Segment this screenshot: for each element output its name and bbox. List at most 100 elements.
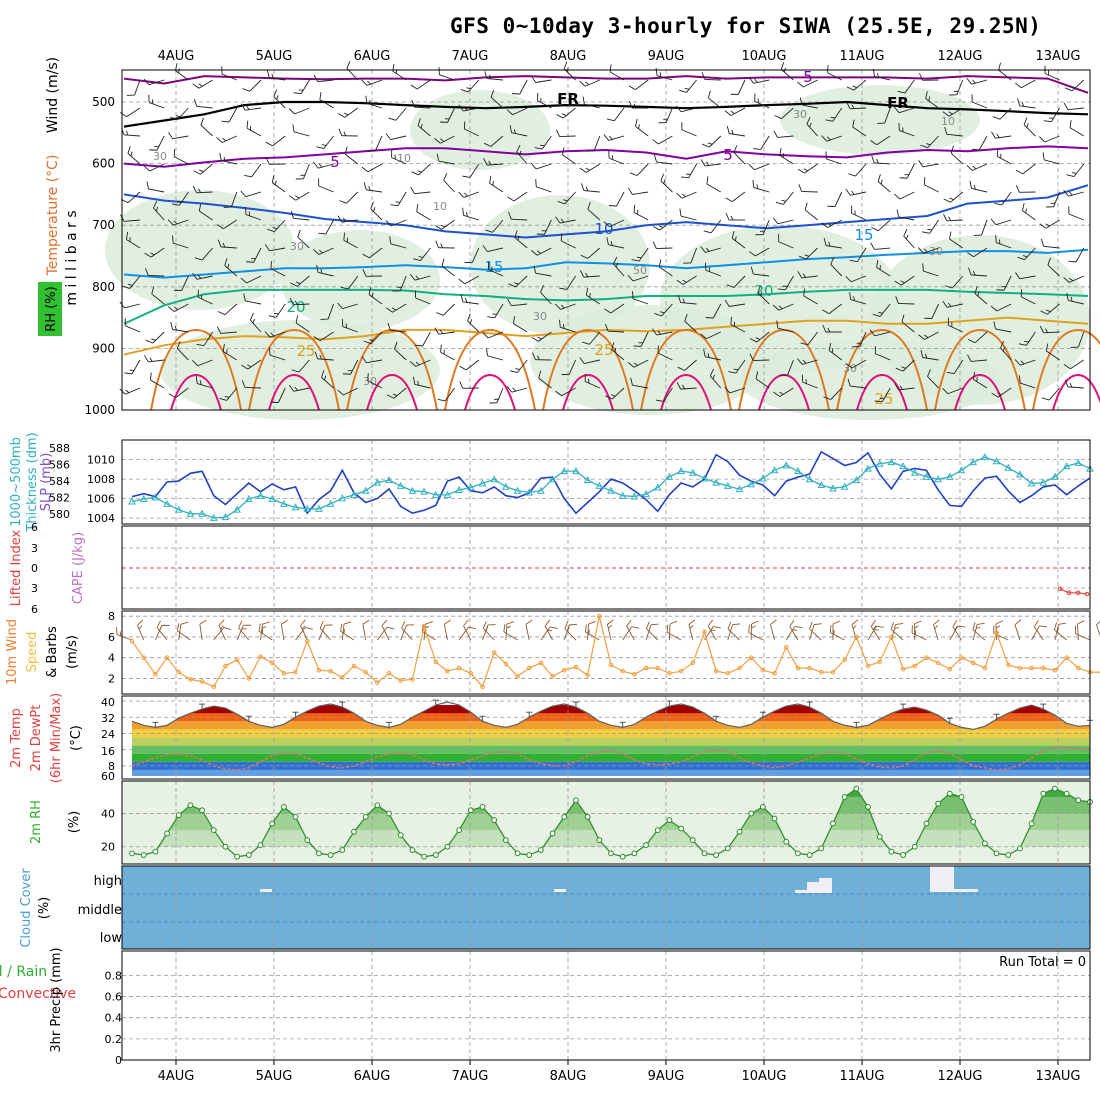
thickness-point: [163, 499, 171, 507]
wind-barb-flag: [180, 621, 189, 625]
rh-point: [759, 804, 766, 810]
wind-barb-staff: [245, 191, 262, 198]
wind-barb-flag: [155, 206, 159, 212]
wind-barb-flag: [991, 131, 996, 139]
wind-barb-flag: [679, 208, 682, 217]
wind-barb: [221, 107, 238, 123]
wind-barb: [562, 147, 576, 165]
wind-barb-flag: [749, 338, 757, 343]
wind-speed-point: [258, 654, 263, 659]
wind-barb-flag: [950, 145, 955, 154]
wind-barb: [628, 79, 649, 91]
thickness-point: [537, 486, 545, 494]
wind-barb-flag: [1070, 86, 1076, 89]
isotherm-line: [934, 328, 1026, 411]
wind-barb-flag: [1057, 627, 1059, 633]
cape-line: [1059, 588, 1088, 595]
wind-barb-staff: [737, 79, 746, 95]
isotherm-line: [464, 373, 516, 411]
wind-barb-staff: [392, 303, 407, 313]
thickness-point: [256, 491, 265, 499]
rh-frame: [121, 780, 1091, 865]
wind-barb-flag: [538, 370, 542, 379]
wind-barb: [775, 191, 794, 205]
thickness-point: [887, 458, 896, 466]
wind-barb-flag: [968, 339, 976, 344]
wind-barb-flag: [827, 222, 832, 227]
wind-barb-flag: [760, 230, 765, 232]
surface-wind-barb: [362, 619, 370, 641]
wind-barb-staff: [273, 96, 286, 109]
wind-barb-flag: [1023, 117, 1028, 125]
wind-barb-flag: [706, 176, 709, 185]
wind-barb-flag: [799, 97, 803, 106]
wind-barb-flag: [192, 83, 200, 89]
wind-barb-flag: [148, 94, 150, 103]
wind-barb: [192, 79, 213, 89]
rh-shading: [530, 305, 770, 415]
wind-barb-flag: [418, 256, 424, 258]
axis-label-thickness-b: Thickness (dm): [25, 432, 40, 532]
wind-barb-flag: [990, 305, 998, 312]
wind-barb-staff: [230, 191, 238, 208]
wind-barb: [293, 79, 310, 95]
wind-barb: [920, 135, 939, 149]
wind-barb: [122, 275, 141, 289]
wind-barb-staff: [781, 69, 794, 81]
rh-point: [888, 848, 895, 855]
wind-barb-staff: [585, 631, 600, 641]
wind-barb-staff: [706, 183, 722, 193]
wind-barb-flag: [1069, 120, 1072, 128]
wind-barb-flag: [440, 243, 444, 248]
wind-barb-flag: [710, 629, 716, 631]
wind-speed-point: [597, 613, 602, 619]
wind-barb-flag: [847, 378, 851, 387]
wind-barb-flag: [337, 389, 344, 396]
temp-band: [132, 737, 1090, 746]
wind-barb: [1015, 185, 1036, 193]
wind-barb-flag: [532, 352, 536, 360]
thickness-point: [268, 494, 277, 503]
wind-barb-flag: [458, 191, 465, 198]
wind-barb: [798, 184, 818, 193]
wind-barb: [487, 261, 504, 277]
thickness-point: [770, 466, 779, 474]
wind-barb-staff: [805, 247, 818, 260]
wind-barb-flag: [438, 67, 440, 75]
wind-barb: [949, 79, 964, 96]
wind-barb-flag: [175, 63, 178, 71]
wind-barb-flag: [175, 115, 181, 118]
wind-barb: [608, 150, 625, 165]
wind-barb: [368, 287, 383, 305]
wind-barb-staff: [729, 387, 746, 394]
wind-barb-staff: [874, 247, 891, 250]
wind-barb-flag: [153, 201, 158, 209]
wind-barb-flag: [957, 625, 966, 628]
wind-barb: [705, 262, 721, 277]
wind-barb-flag: [797, 81, 804, 88]
wind-barb: [531, 75, 552, 83]
cloud-block: [260, 889, 272, 892]
wind-barb-staff: [680, 302, 697, 305]
wind-barb: [459, 381, 479, 389]
wind-barb-flag: [703, 349, 706, 357]
surface-wind-barb: [809, 621, 822, 641]
wind-barb-flag: [681, 193, 686, 198]
wind-barb: [1063, 275, 1084, 283]
wind-barb-flag: [608, 150, 610, 159]
wind-barb: [264, 331, 286, 338]
wind-barb-flag: [753, 147, 761, 151]
wind-barb-flag: [1022, 203, 1025, 211]
wind-barb-flag: [684, 87, 690, 90]
wind-barb-staff: [753, 273, 770, 277]
wind-barb: [748, 76, 770, 84]
thickness-point: [677, 467, 685, 475]
wind-barb-staff: [972, 624, 978, 641]
wind-barb: [318, 219, 334, 235]
rh-point: [608, 850, 614, 857]
wind-barb-flag: [949, 231, 952, 240]
wind-barb-staff: [828, 350, 843, 361]
surface-wind-barb: [156, 620, 168, 641]
isotherm-line: [542, 328, 634, 411]
wind-barb: [845, 359, 867, 369]
